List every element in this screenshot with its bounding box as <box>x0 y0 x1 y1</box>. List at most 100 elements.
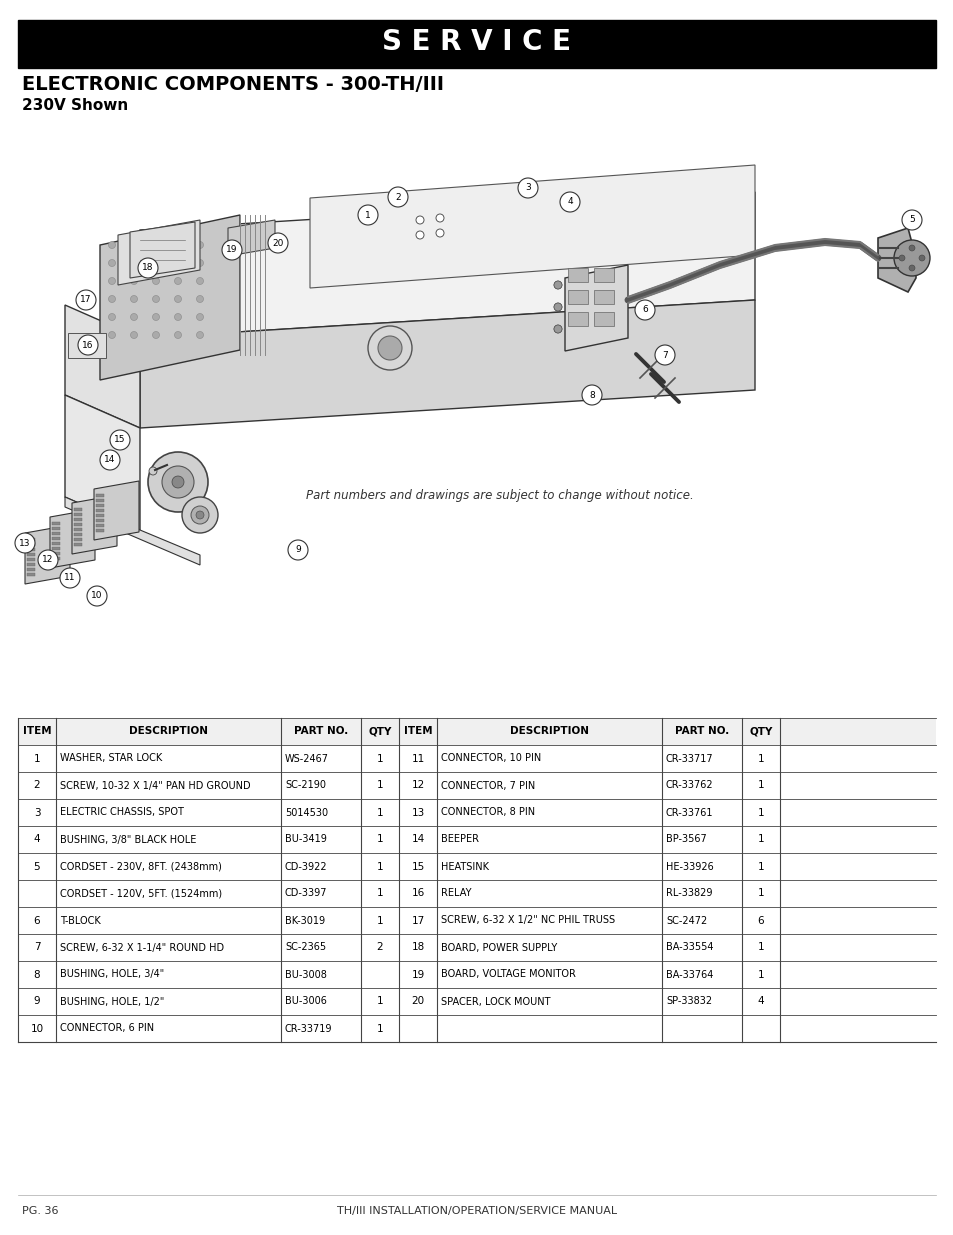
Bar <box>27 553 35 556</box>
Circle shape <box>152 331 159 338</box>
Circle shape <box>100 450 120 471</box>
Text: 19: 19 <box>411 969 424 979</box>
Bar <box>96 504 104 508</box>
Circle shape <box>908 266 914 270</box>
Text: 18: 18 <box>142 263 153 273</box>
Text: 1: 1 <box>757 808 763 818</box>
Text: CORDSET - 120V, 5FT. (1524mm): CORDSET - 120V, 5FT. (1524mm) <box>60 888 222 899</box>
Polygon shape <box>310 165 754 288</box>
Text: BUSHING, HOLE, 1/2": BUSHING, HOLE, 1/2" <box>60 997 164 1007</box>
Text: 6: 6 <box>757 915 763 925</box>
Text: CONNECTOR, 10 PIN: CONNECTOR, 10 PIN <box>440 753 540 763</box>
Polygon shape <box>65 496 200 564</box>
Circle shape <box>110 430 130 450</box>
Text: 6: 6 <box>641 305 647 315</box>
Circle shape <box>38 550 58 571</box>
Circle shape <box>554 303 561 311</box>
Text: HE-33926: HE-33926 <box>665 862 713 872</box>
Circle shape <box>918 254 924 261</box>
Bar <box>74 538 82 541</box>
Bar <box>52 537 60 540</box>
Bar <box>74 513 82 516</box>
Polygon shape <box>65 305 140 429</box>
Text: ITEM: ITEM <box>403 726 432 736</box>
Text: 8: 8 <box>33 969 40 979</box>
Circle shape <box>222 240 242 261</box>
Circle shape <box>109 314 115 321</box>
Text: DESCRIPTION: DESCRIPTION <box>510 726 588 736</box>
Polygon shape <box>94 480 139 540</box>
Text: BK-3019: BK-3019 <box>285 915 325 925</box>
Bar <box>96 524 104 527</box>
Text: 1: 1 <box>376 753 383 763</box>
Text: 2: 2 <box>33 781 40 790</box>
Circle shape <box>138 258 158 278</box>
Circle shape <box>131 259 137 267</box>
Bar <box>52 542 60 545</box>
Circle shape <box>893 240 929 275</box>
Bar <box>18 988 935 1015</box>
Text: 3: 3 <box>33 808 40 818</box>
Circle shape <box>174 331 181 338</box>
Text: CONNECTOR, 6 PIN: CONNECTOR, 6 PIN <box>60 1024 154 1034</box>
Text: 15: 15 <box>114 436 126 445</box>
Text: CR-33762: CR-33762 <box>665 781 713 790</box>
Circle shape <box>109 331 115 338</box>
Circle shape <box>149 467 157 475</box>
Bar <box>27 563 35 566</box>
Circle shape <box>436 228 443 237</box>
Text: 15: 15 <box>411 862 424 872</box>
Bar <box>18 799 935 826</box>
Circle shape <box>416 216 423 224</box>
Bar <box>96 519 104 522</box>
Circle shape <box>898 254 904 261</box>
Circle shape <box>377 336 401 359</box>
Circle shape <box>131 331 137 338</box>
Text: 12: 12 <box>42 556 53 564</box>
Text: 11: 11 <box>411 753 424 763</box>
Bar <box>18 961 935 988</box>
Circle shape <box>76 290 96 310</box>
Text: DESCRIPTION: DESCRIPTION <box>129 726 208 736</box>
Circle shape <box>357 205 377 225</box>
Text: BA-33554: BA-33554 <box>665 942 713 952</box>
Bar <box>74 543 82 546</box>
Bar <box>27 548 35 551</box>
Text: 7: 7 <box>33 942 40 952</box>
Circle shape <box>131 242 137 248</box>
Circle shape <box>388 186 408 207</box>
Text: 1: 1 <box>376 862 383 872</box>
Text: 17: 17 <box>411 915 424 925</box>
Bar <box>594 290 614 304</box>
Text: 12: 12 <box>411 781 424 790</box>
Circle shape <box>174 295 181 303</box>
Circle shape <box>581 385 601 405</box>
Text: SCREW, 6-32 X 1-1/4" ROUND HD: SCREW, 6-32 X 1-1/4" ROUND HD <box>60 942 224 952</box>
Text: 1: 1 <box>757 835 763 845</box>
Circle shape <box>196 278 203 284</box>
Circle shape <box>162 466 193 498</box>
Polygon shape <box>71 495 117 555</box>
Text: HEATSINK: HEATSINK <box>440 862 489 872</box>
Text: 13: 13 <box>19 538 30 547</box>
Circle shape <box>196 295 203 303</box>
Circle shape <box>416 231 423 240</box>
Text: BUSHING, HOLE, 3/4": BUSHING, HOLE, 3/4" <box>60 969 164 979</box>
Text: 16: 16 <box>82 341 93 350</box>
Text: 1: 1 <box>365 210 371 220</box>
Polygon shape <box>130 222 194 278</box>
Text: 2: 2 <box>376 942 383 952</box>
Text: 1: 1 <box>376 1024 383 1034</box>
Text: 16: 16 <box>411 888 424 899</box>
Circle shape <box>196 331 203 338</box>
Text: 2: 2 <box>395 193 400 201</box>
Bar <box>74 534 82 536</box>
Text: 1: 1 <box>376 888 383 899</box>
Circle shape <box>152 278 159 284</box>
Bar <box>27 538 35 541</box>
Text: 9: 9 <box>33 997 40 1007</box>
Circle shape <box>152 242 159 248</box>
Circle shape <box>15 534 35 553</box>
Text: CD-3922: CD-3922 <box>285 862 327 872</box>
Text: 14: 14 <box>411 835 424 845</box>
